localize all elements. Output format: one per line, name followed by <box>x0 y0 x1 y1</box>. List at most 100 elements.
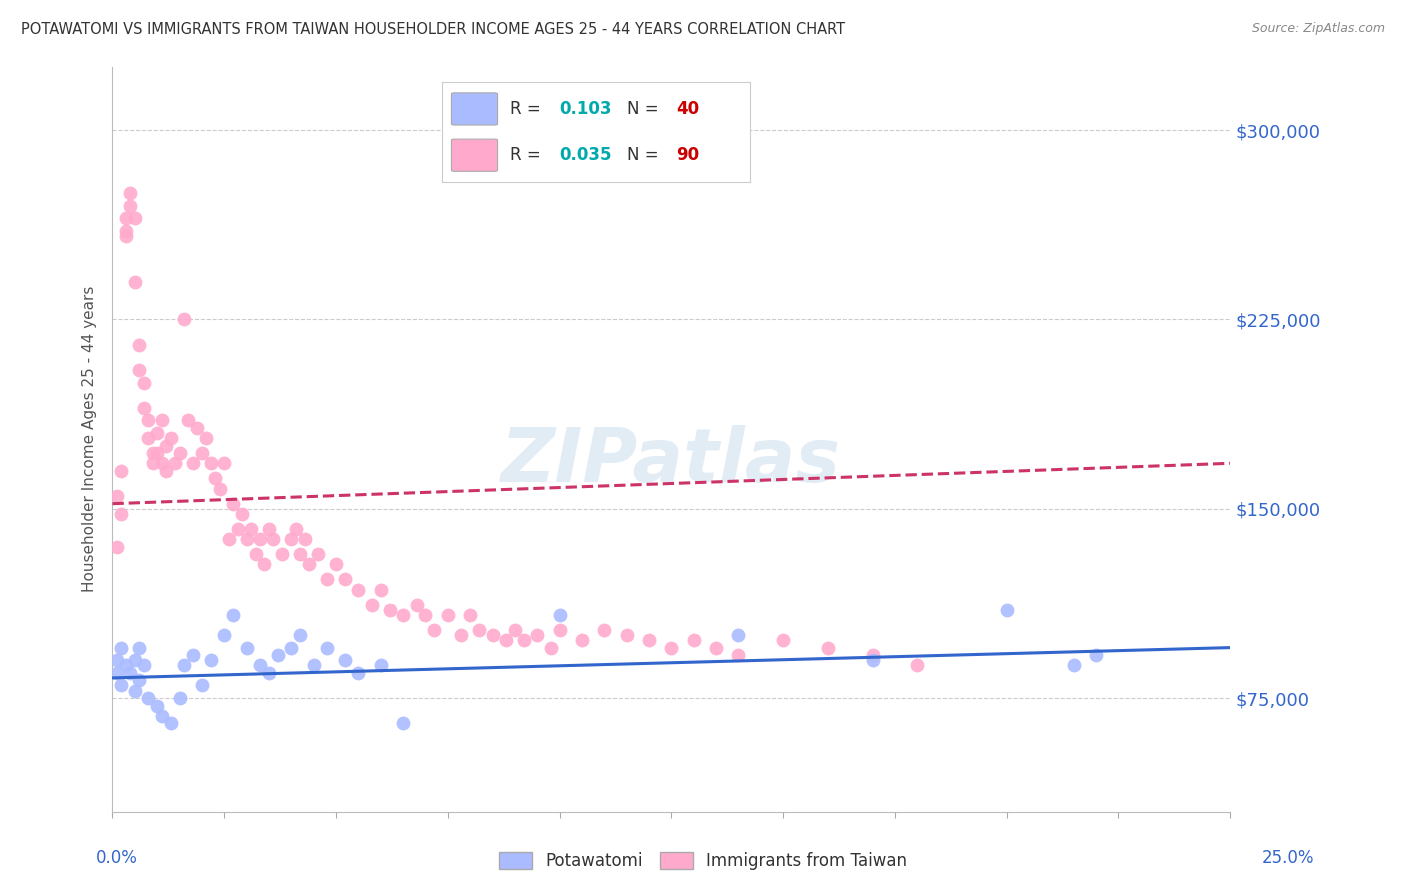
Point <box>294 532 316 546</box>
Point <box>257 522 280 536</box>
Point <box>186 421 208 435</box>
Point <box>173 658 195 673</box>
Point <box>124 275 146 289</box>
Point <box>177 413 200 427</box>
Point <box>302 658 325 673</box>
Point <box>481 628 503 642</box>
Point <box>132 401 155 415</box>
Point <box>191 678 214 692</box>
Point <box>905 658 928 673</box>
Point <box>436 607 458 622</box>
Point <box>222 607 245 622</box>
Point <box>146 425 169 440</box>
Point <box>392 716 415 731</box>
Point <box>146 446 169 460</box>
Point <box>231 507 253 521</box>
Point <box>191 446 214 460</box>
Point <box>370 658 392 673</box>
Point <box>995 603 1018 617</box>
Point <box>817 640 839 655</box>
Point <box>271 547 294 561</box>
Point <box>405 598 427 612</box>
Point <box>181 648 204 663</box>
Point <box>222 497 245 511</box>
Point <box>136 413 159 427</box>
Point <box>262 532 284 546</box>
Point <box>195 431 218 445</box>
Point <box>115 658 138 673</box>
Point <box>1063 658 1085 673</box>
Point <box>360 598 382 612</box>
Point <box>235 532 257 546</box>
Point <box>214 456 236 470</box>
Point <box>450 628 472 642</box>
Point <box>704 640 727 655</box>
Point <box>200 653 222 667</box>
Legend: Potawatomi, Immigrants from Taiwan: Potawatomi, Immigrants from Taiwan <box>492 845 914 877</box>
Point <box>378 603 401 617</box>
Point <box>105 653 128 667</box>
Point <box>204 471 226 485</box>
Point <box>280 640 302 655</box>
Point <box>503 623 526 637</box>
Point <box>267 648 290 663</box>
Point <box>136 431 159 445</box>
Point <box>862 653 884 667</box>
Point <box>526 628 548 642</box>
Point <box>540 640 562 655</box>
Point <box>727 628 749 642</box>
Point <box>682 633 704 648</box>
Point <box>136 691 159 706</box>
Text: 0.0%: 0.0% <box>96 849 138 867</box>
Point <box>110 640 132 655</box>
Point <box>110 678 132 692</box>
Point <box>142 456 165 470</box>
Point <box>124 683 146 698</box>
Point <box>159 431 181 445</box>
Point <box>218 532 240 546</box>
Point <box>316 640 339 655</box>
Point <box>347 665 370 680</box>
Point <box>132 376 155 390</box>
Text: 25.0%: 25.0% <box>1263 849 1315 867</box>
Point <box>124 211 146 226</box>
Point <box>548 623 571 637</box>
Point <box>155 464 177 478</box>
Point <box>307 547 329 561</box>
Point <box>616 628 638 642</box>
Point <box>245 547 267 561</box>
Point <box>146 698 169 713</box>
Point <box>110 507 132 521</box>
Point <box>1085 648 1108 663</box>
Point <box>150 456 173 470</box>
Point <box>571 633 593 648</box>
Point <box>253 558 276 572</box>
Point <box>120 665 142 680</box>
Point <box>862 648 884 663</box>
Point <box>458 607 481 622</box>
Point <box>333 653 356 667</box>
Point <box>115 211 138 226</box>
Point <box>128 640 150 655</box>
Point <box>290 628 312 642</box>
Point <box>169 446 191 460</box>
Point <box>159 716 181 731</box>
Point <box>727 648 749 663</box>
Point <box>333 573 356 587</box>
Point <box>120 186 142 201</box>
Point <box>128 337 150 351</box>
Point <box>513 633 536 648</box>
Point <box>124 653 146 667</box>
Point <box>169 691 191 706</box>
Point <box>150 413 173 427</box>
Point <box>370 582 392 597</box>
Point <box>165 456 187 470</box>
Point <box>150 708 173 723</box>
Point <box>772 633 794 648</box>
Point <box>280 532 302 546</box>
Text: Source: ZipAtlas.com: Source: ZipAtlas.com <box>1251 22 1385 36</box>
Point <box>120 199 142 213</box>
Point <box>200 456 222 470</box>
Point <box>638 633 661 648</box>
Text: ZIPatlas: ZIPatlas <box>502 425 841 498</box>
